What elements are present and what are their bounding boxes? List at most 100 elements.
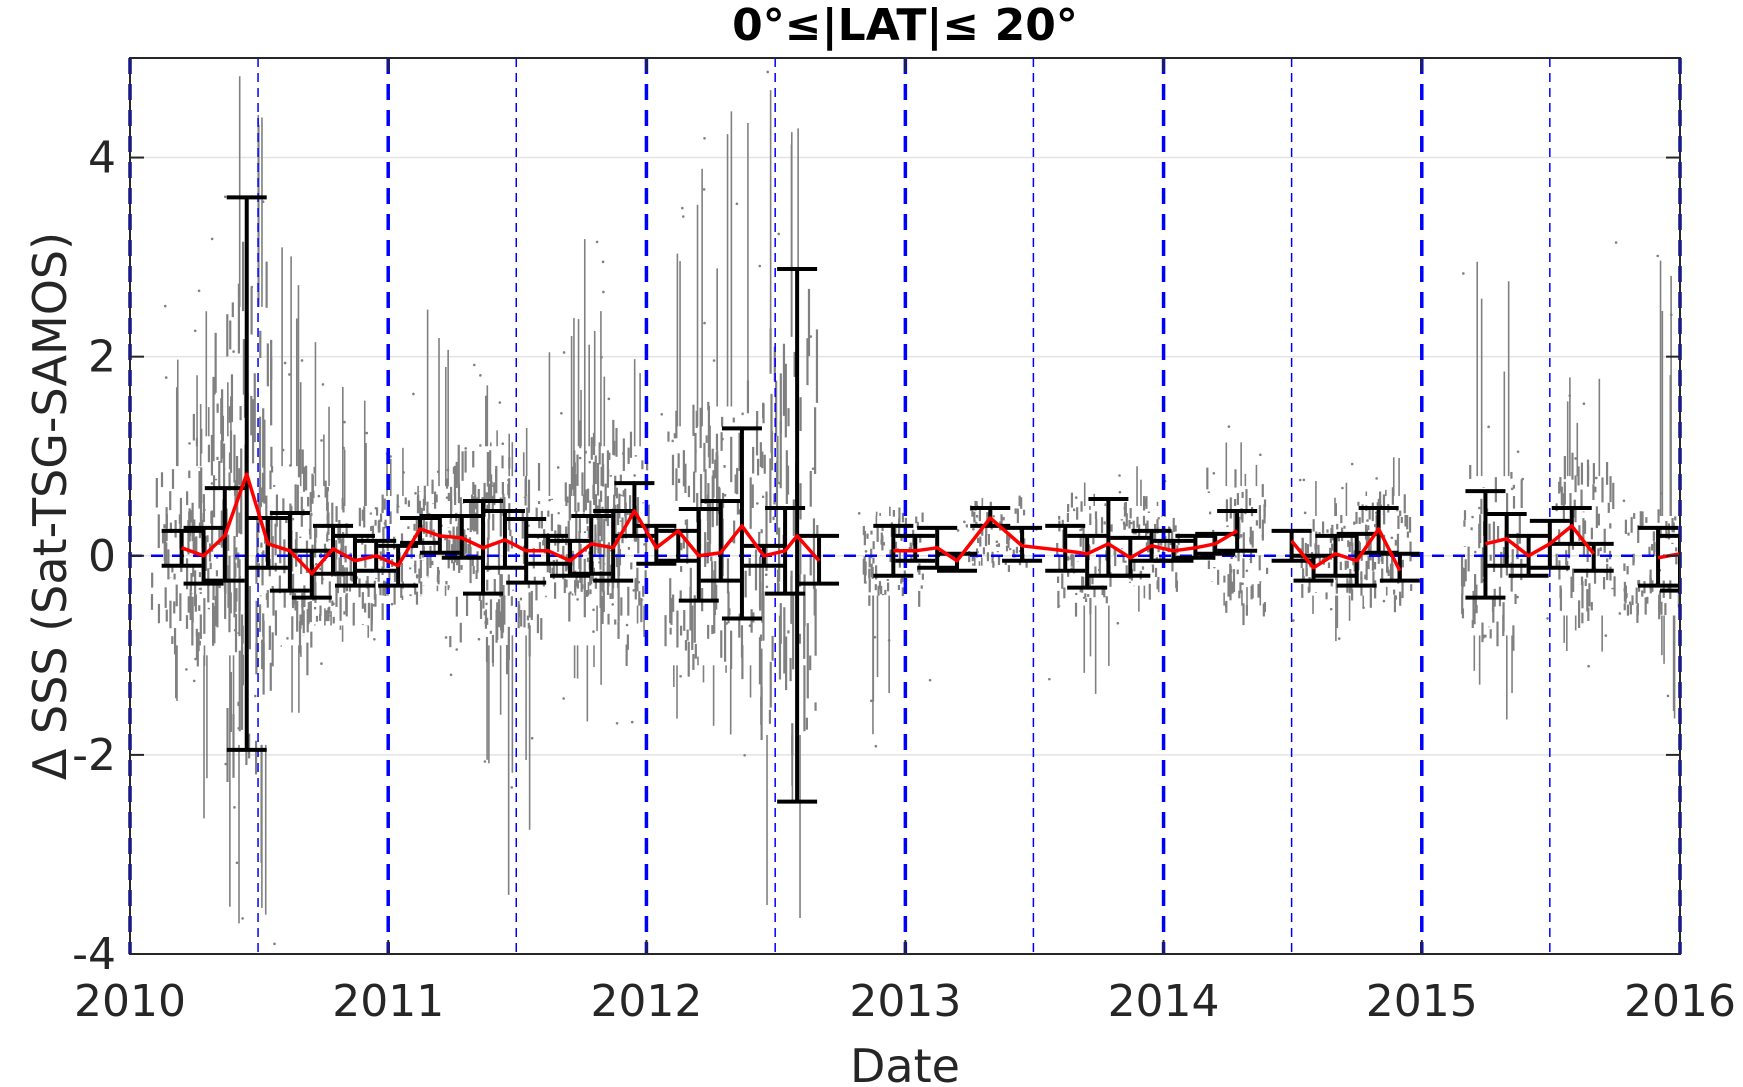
scatter-point [1604, 634, 1608, 637]
scatter-point [479, 374, 482, 377]
scatter-point [743, 753, 746, 757]
scatter-point [315, 562, 318, 566]
scatter-point [241, 917, 244, 920]
x-tick-label: 2016 [1624, 976, 1736, 1027]
scatter-point [317, 494, 321, 498]
scatter-point [995, 544, 999, 547]
scatter-point [615, 721, 619, 725]
scatter-point [1568, 394, 1572, 397]
scatter-point [445, 496, 449, 499]
scatter-point [777, 232, 781, 236]
scatter-point [1574, 457, 1577, 460]
scatter-point [725, 622, 728, 625]
scatter-point [1487, 425, 1490, 429]
scatter-point [223, 195, 227, 199]
scatter-point [261, 200, 265, 204]
scatter-point [235, 511, 239, 514]
scatter-point [483, 760, 487, 763]
scatter-point [602, 290, 605, 294]
scatter-point [758, 264, 762, 268]
scatter-point [681, 206, 684, 210]
scatter-point [1337, 637, 1341, 640]
y-tick-label: 4 [88, 133, 116, 184]
scatter-point [498, 401, 502, 404]
scatter-point [703, 321, 706, 325]
scatter-point [319, 567, 322, 571]
scatter-point [1123, 506, 1127, 510]
scatter-point [548, 498, 551, 502]
scatter-point [1516, 450, 1520, 453]
mean-line-segment [893, 516, 1239, 563]
scatter-point [887, 639, 891, 642]
scatter-point [1259, 453, 1262, 457]
scatter-point [576, 598, 579, 601]
scatter-point [1582, 402, 1586, 405]
x-tick-label: 2010 [74, 976, 186, 1027]
scatter-point [625, 623, 629, 627]
scatter-point [864, 550, 868, 553]
scatter-point [1666, 694, 1670, 698]
scatter-point [530, 736, 534, 740]
y-tick-label: 0 [88, 531, 116, 582]
scatter-point [1074, 496, 1078, 499]
scatter-point [637, 580, 641, 584]
scatter-point [611, 603, 615, 606]
scatter-point [1546, 617, 1549, 620]
scatter-point [1212, 471, 1216, 475]
scatter-point [288, 373, 291, 376]
scatter-point [1471, 515, 1474, 519]
scatter-point [578, 456, 582, 460]
scatter-point [402, 471, 405, 474]
scatter-point [321, 383, 325, 386]
x-tick-label: 2015 [1366, 976, 1478, 1027]
scatter-point [874, 744, 878, 748]
scatter-point [373, 637, 376, 641]
x-tick-label: 2013 [849, 976, 961, 1027]
scatter-point [1116, 621, 1120, 625]
scatter-point [1362, 606, 1365, 609]
scatter-point [320, 662, 323, 665]
scatter-points [150, 70, 1680, 946]
scatter-point [283, 361, 287, 365]
scatter-point [203, 508, 206, 512]
scatter-point [414, 492, 417, 495]
scatter-point [1048, 677, 1051, 681]
scatter-point [1669, 313, 1673, 316]
x-axis-label: Date [850, 1039, 960, 1087]
scatter-point [235, 861, 239, 865]
axis-ticks: -4 -2 0 2 4 2010 2011 2012 2013 2014 2015 2016 [72, 58, 1736, 1027]
scatter-point [1118, 474, 1121, 477]
scatter-point [873, 635, 877, 639]
scatter-point [390, 602, 394, 606]
scatter-point [501, 442, 505, 446]
scatter-point [712, 359, 716, 362]
scatter-point [233, 628, 237, 632]
scatter-point [607, 397, 611, 401]
scatter-point [1660, 492, 1663, 495]
scatter-point [1350, 462, 1354, 466]
scatter-point [342, 446, 345, 450]
scatter-point [562, 351, 566, 354]
scatter-point [289, 464, 292, 467]
scatter-point [300, 359, 304, 362]
scatter-point [472, 363, 476, 367]
scatter-point [630, 720, 634, 724]
scatter-point [562, 697, 565, 700]
scatter-point [455, 648, 459, 651]
scatter-point [412, 392, 415, 396]
scatter-point [963, 520, 966, 524]
scatter-point [193, 329, 197, 333]
scatter-point [444, 636, 448, 639]
y-axis-label: Δ SSS (Sat-TSG-SAMOS) [23, 232, 77, 780]
scatter-point [592, 441, 596, 444]
scatter-point [1516, 595, 1519, 599]
scatter-point [633, 474, 636, 477]
scatter-point [1656, 254, 1659, 258]
scatter-point [702, 188, 706, 191]
scatter-point [197, 289, 201, 293]
scatter-point [592, 630, 595, 633]
scatter-point [735, 202, 739, 206]
scatter-point [928, 678, 932, 682]
scatter-point [1341, 486, 1344, 490]
